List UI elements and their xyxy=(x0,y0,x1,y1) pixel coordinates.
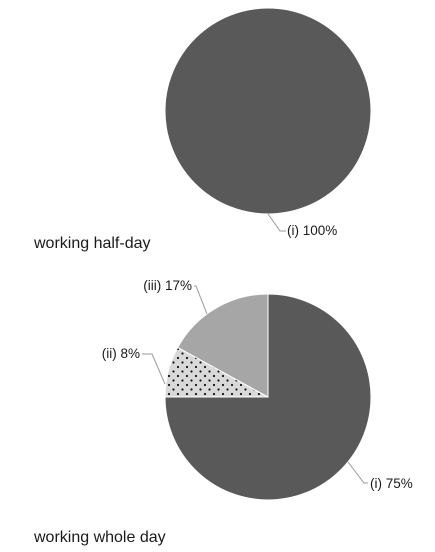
pie-chart-half-day: (i) 100% working half-day xyxy=(33,7,372,252)
pie-chart-whole-day: (i) 75% (ii) 8% (iii) 17% working whole da… xyxy=(33,278,413,546)
chart-caption-half-day: working half-day xyxy=(33,235,151,252)
slice-labels: (i) 75% (ii) 8% (iii) 17% xyxy=(102,278,413,491)
slice-label-2: (ii) 8% xyxy=(102,346,140,361)
leader-line-1 xyxy=(347,461,368,484)
chart-caption-whole-day: working whole day xyxy=(33,529,166,546)
pie-slices xyxy=(164,293,372,501)
slice-labels: (i) 100% xyxy=(287,223,337,238)
leader-line-3 xyxy=(194,285,208,315)
pie-slice-3 xyxy=(177,293,269,398)
leader-line-1 xyxy=(267,213,286,232)
slice-label-3: (iii) 17% xyxy=(143,278,192,293)
slice-label-1: (i) 100% xyxy=(287,223,337,238)
pie-slices xyxy=(164,7,372,215)
leader-lines xyxy=(267,213,286,232)
pie-slice-1 xyxy=(164,293,372,501)
slice-label-1: (i) 75% xyxy=(370,476,413,491)
leader-lines xyxy=(142,285,368,484)
pie-slice-1 xyxy=(164,7,372,215)
leader-line-2 xyxy=(142,353,166,385)
